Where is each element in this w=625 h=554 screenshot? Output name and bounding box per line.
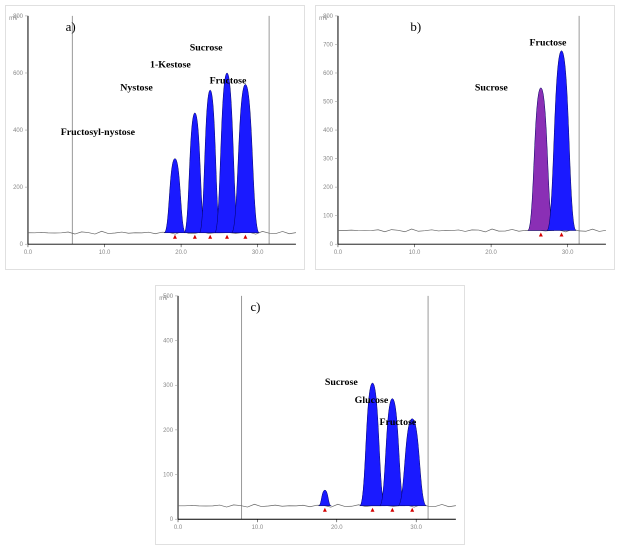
svg-text:0.0: 0.0 (24, 250, 33, 256)
svg-text:20.0: 20.0 (331, 525, 343, 531)
peak-label: Nystose (120, 82, 153, 93)
svg-text:500: 500 (323, 100, 334, 106)
panel-label: a) (66, 20, 76, 34)
svg-text:0: 0 (20, 242, 24, 248)
svg-text:800: 800 (13, 14, 24, 20)
svg-text:30.0: 30.0 (252, 250, 264, 256)
chromatogram-c: mV01002003004005000.010.020.030.0Sucrose… (155, 285, 465, 545)
svg-text:700: 700 (323, 42, 334, 48)
svg-text:200: 200 (13, 185, 24, 191)
svg-text:30.0: 30.0 (562, 250, 574, 256)
svg-text:800: 800 (323, 14, 334, 20)
svg-text:30.0: 30.0 (410, 525, 422, 531)
peak-label: Sucrose (475, 82, 508, 93)
svg-text:10.0: 10.0 (99, 250, 111, 256)
peak-label: Fructose (530, 38, 567, 49)
chromatogram-b: mV01002003004005006007008000.010.020.030… (315, 5, 615, 270)
svg-text:500: 500 (163, 294, 174, 300)
svg-text:400: 400 (163, 339, 174, 345)
svg-text:20.0: 20.0 (485, 250, 497, 256)
svg-text:400: 400 (13, 128, 24, 134)
svg-text:600: 600 (323, 71, 334, 77)
svg-text:0: 0 (330, 242, 334, 248)
peak-label: 1-Kestose (150, 60, 191, 71)
svg-text:400: 400 (323, 128, 334, 134)
chromatogram-a: mV02004006008000.010.020.030.0Sucrose1-K… (5, 5, 305, 270)
panel-label: b) (410, 20, 421, 34)
svg-text:100: 100 (163, 473, 174, 479)
svg-text:100: 100 (323, 214, 334, 220)
peak-label: Glucose (355, 395, 389, 406)
peak-label: Sucrose (190, 43, 223, 54)
svg-text:0: 0 (170, 517, 174, 523)
svg-text:0.0: 0.0 (334, 250, 343, 256)
svg-text:300: 300 (163, 383, 174, 389)
svg-text:200: 200 (163, 428, 174, 434)
svg-text:10.0: 10.0 (409, 250, 421, 256)
svg-text:600: 600 (13, 71, 24, 77)
panel-label: c) (250, 300, 260, 314)
svg-text:20.0: 20.0 (175, 250, 187, 256)
peak-label: Fructosyl-nystose (61, 127, 136, 138)
peak-label: Fructose (379, 417, 416, 428)
svg-text:0.0: 0.0 (174, 525, 183, 531)
peak-label: Sucrose (325, 377, 358, 388)
svg-text:200: 200 (323, 185, 334, 191)
svg-text:10.0: 10.0 (252, 525, 264, 531)
svg-text:300: 300 (323, 157, 334, 163)
peak-label: Fructose (210, 75, 247, 86)
